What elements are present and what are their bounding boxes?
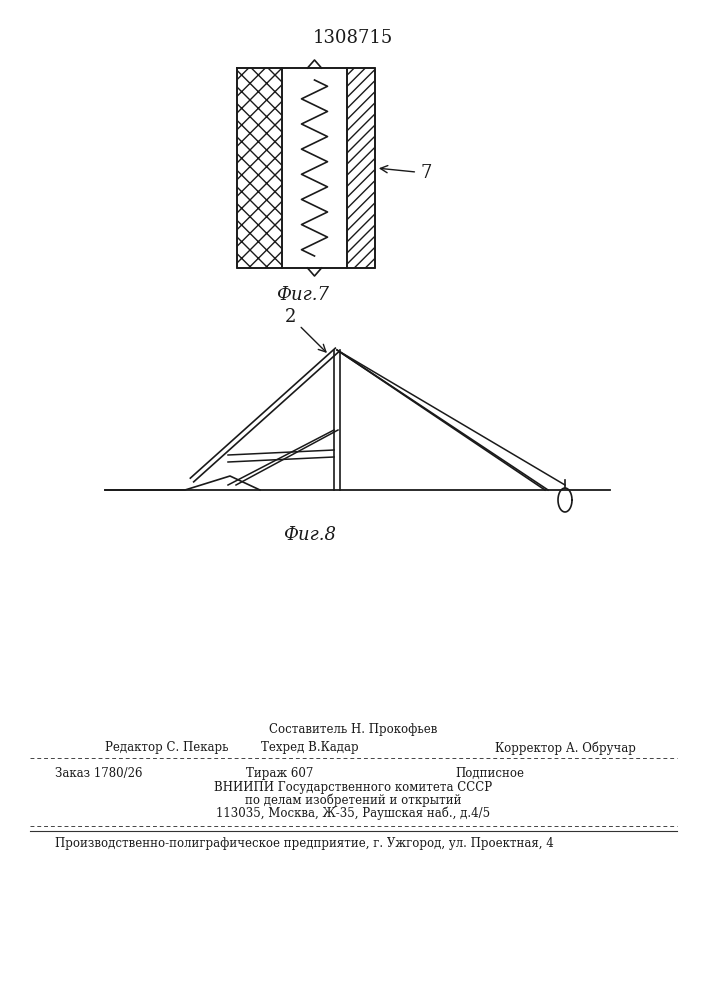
Text: Техред В.Кадар: Техред В.Кадар xyxy=(261,742,359,754)
Text: Фиг.8: Фиг.8 xyxy=(284,526,337,544)
Text: Корректор А. Обручар: Корректор А. Обручар xyxy=(495,741,636,755)
Text: Фиг.7: Фиг.7 xyxy=(276,286,329,304)
Text: 7: 7 xyxy=(380,164,431,182)
Polygon shape xyxy=(237,68,282,268)
Polygon shape xyxy=(347,68,375,268)
Text: 1308715: 1308715 xyxy=(313,29,393,47)
Text: 113035, Москва, Ж-35, Раушская наб., д.4/5: 113035, Москва, Ж-35, Раушская наб., д.4… xyxy=(216,806,490,820)
Text: Заказ 1780/26: Заказ 1780/26 xyxy=(55,766,143,780)
Text: Тираж 607: Тираж 607 xyxy=(246,766,314,780)
Text: Подписное: Подписное xyxy=(455,766,525,780)
Text: Производственно-полиграфическое предприятие, г. Ужгород, ул. Проектная, 4: Производственно-полиграфическое предприя… xyxy=(55,836,554,850)
Text: Составитель Н. Прокофьев: Составитель Н. Прокофьев xyxy=(269,724,437,736)
Text: ВНИИПИ Государственного комитета СССР: ВНИИПИ Государственного комитета СССР xyxy=(214,780,492,794)
Text: Редактор С. Пекарь: Редактор С. Пекарь xyxy=(105,742,228,754)
Text: 2: 2 xyxy=(285,308,326,352)
Text: по делам изобретений и открытий: по делам изобретений и открытий xyxy=(245,793,461,807)
